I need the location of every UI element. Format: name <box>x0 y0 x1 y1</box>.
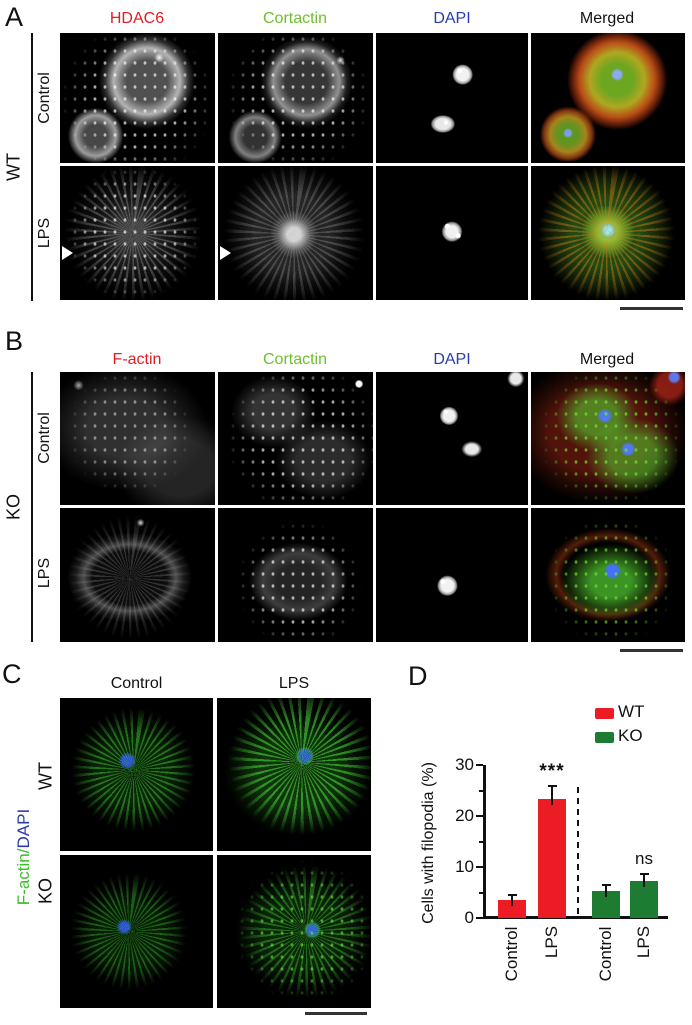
micrograph-b-lps-dapi <box>376 508 528 642</box>
y-minor-tick-15 <box>479 840 483 843</box>
panel-c-header-lps: LPS <box>278 675 310 692</box>
micrograph-c-wt-lps <box>217 698 371 851</box>
panel-b-header-factin: F-actin <box>112 351 162 368</box>
panel-c-header-control: Control <box>110 675 163 692</box>
micrograph-a-lps-merged <box>531 166 685 300</box>
micrograph-a-control-dapi <box>376 33 528 163</box>
micrograph-c-ko-lps <box>217 855 371 1008</box>
panel-d-letter: D <box>408 661 428 691</box>
x-tick-label-ko-control: Control <box>596 926 615 981</box>
panel-c-row-label-wt: WT <box>35 762 56 790</box>
panel-b-header-merged: Merged <box>579 351 635 368</box>
micrograph-a-control-cortactin <box>218 33 373 163</box>
y-tick-label-10: 10 <box>455 857 474 876</box>
panel-a-letter: A <box>5 2 24 32</box>
micrograph-a-control-hdac6 <box>60 33 215 163</box>
panel-b-row-label-lps: LPS <box>36 557 53 589</box>
error-bar-cap <box>507 894 517 897</box>
micrograph-b-control-factin <box>60 372 215 505</box>
panel-c-axis-label-dapi: DAPI <box>14 808 33 849</box>
panel-a-scale-bar <box>620 307 683 310</box>
chart-x-axis <box>483 916 668 919</box>
error-bar-line <box>511 894 513 907</box>
bar-wt-control <box>498 900 526 918</box>
panel-b-group-label-ko: KO <box>3 493 24 521</box>
panel-b-row-label-control: Control <box>36 412 53 464</box>
panel-b-group-bracket <box>31 372 33 642</box>
micrograph-b-control-dapi <box>376 372 528 505</box>
bar-ko-lps <box>630 880 658 918</box>
micrograph-b-lps-cortactin <box>218 508 373 642</box>
panel-c-letter: C <box>2 659 22 689</box>
y-minor-tick-5 <box>479 891 483 894</box>
x-tick-label-wt-control: Control <box>502 926 521 981</box>
panel-a-group-bracket <box>31 33 33 301</box>
panel-b-header-dapi: DAPI <box>433 351 471 368</box>
x-tick-label-wt-lps: LPS <box>542 925 561 959</box>
micrograph-b-control-merged <box>531 372 685 505</box>
micrograph-b-lps-merged <box>531 508 685 642</box>
y-tick-label-30: 30 <box>455 755 474 774</box>
panel-c-axis-label: F-actin/DAPI <box>14 809 34 905</box>
chart-y-axis-label: Cells with filopodia (%) <box>420 762 437 924</box>
panel-a-header-dapi: DAPI <box>433 10 471 27</box>
error-bar-cap <box>639 873 649 876</box>
panel-c-row-label-ko: KO <box>35 877 56 905</box>
error-bar-line <box>605 883 607 897</box>
filopodia-bar-chart: 0 10 20 30 *** ns <box>455 755 668 927</box>
panel-a-row-label-lps: LPS <box>36 217 53 249</box>
panel-b-scale-bar <box>620 649 683 652</box>
micrograph-a-lps-cortactin <box>218 166 373 300</box>
y-tick-20 <box>476 815 483 817</box>
arrowhead-icon <box>62 246 73 260</box>
panel-a-row-label-control: Control <box>36 72 53 124</box>
y-tick-10 <box>476 866 483 868</box>
panel-b-header-cortactin: Cortactin <box>262 351 328 368</box>
error-bar-cap <box>547 785 557 788</box>
panel-a-header-merged: Merged <box>579 10 635 27</box>
legend-swatch-wt <box>595 708 614 719</box>
micrograph-b-control-cortactin <box>218 372 373 505</box>
micrograph-a-control-merged <box>531 33 685 163</box>
panel-c-axis-label-factin: F-actin <box>14 853 33 906</box>
panel-a-header-cortactin: Cortactin <box>262 10 328 27</box>
significance-ns: ns <box>635 849 653 869</box>
y-tick-0 <box>476 917 483 919</box>
error-bar-line <box>643 873 645 887</box>
micrograph-a-lps-hdac6 <box>60 166 215 300</box>
arrowhead-icon <box>220 246 231 260</box>
panel-c-axis-label-slash: / <box>14 848 33 854</box>
y-tick-label-0: 0 <box>464 908 474 927</box>
panel-b-letter: B <box>5 326 24 356</box>
bar-wt-lps <box>538 798 566 918</box>
significance-stars: *** <box>539 761 565 783</box>
legend-label-ko: KO <box>618 726 643 745</box>
y-tick-label-20: 20 <box>455 806 474 825</box>
panel-a-group-label-wt: WT <box>3 153 24 181</box>
x-tick-label-ko-lps: LPS <box>634 925 653 959</box>
micrograph-a-lps-dapi <box>376 166 528 300</box>
y-minor-tick-25 <box>479 789 483 792</box>
micrograph-c-wt-control <box>60 698 213 851</box>
legend-label-wt: WT <box>618 702 645 721</box>
error-bar-cap <box>601 883 611 886</box>
micrograph-c-ko-control <box>60 855 213 1008</box>
y-tick-30 <box>476 764 483 766</box>
chart-y-axis <box>483 765 486 918</box>
panel-a-header-hdac6: HDAC6 <box>109 10 165 27</box>
group-separator-dashed-line <box>577 787 579 916</box>
panel-c-scale-bar <box>305 1012 367 1015</box>
micrograph-b-lps-factin <box>60 508 215 642</box>
error-bar-line <box>551 785 553 805</box>
legend-swatch-ko <box>595 732 614 743</box>
